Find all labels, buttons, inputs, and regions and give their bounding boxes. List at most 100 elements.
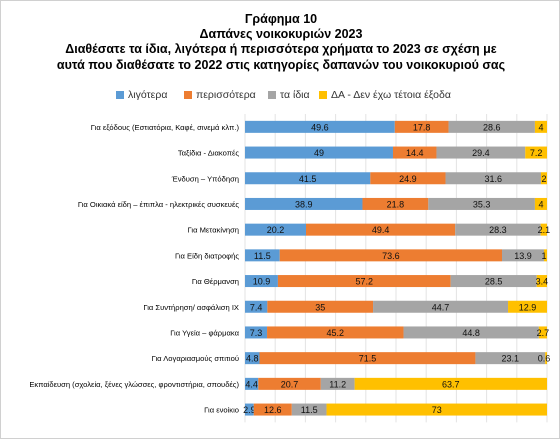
bar-segment-na xyxy=(540,172,547,185)
bar-segment-more xyxy=(306,223,456,236)
bar-segment-same xyxy=(428,197,535,210)
bar-segment-same xyxy=(320,377,355,390)
data-label-more: 49.4 xyxy=(372,225,390,235)
bar-segment-more xyxy=(267,326,404,339)
bar-segment-less xyxy=(245,249,280,262)
data-label-more: 12.6 xyxy=(264,405,282,415)
chart-legend: λιγότερα περισσότερα τα ίδια ΔΑ - Δεν έχ… xyxy=(1,89,560,103)
bar-segment-less xyxy=(245,146,393,159)
bar-segment-more xyxy=(259,352,476,365)
data-label-same: 31.6 xyxy=(484,174,502,184)
data-label-same: 44.8 xyxy=(462,328,480,338)
bar-segment-less xyxy=(245,120,395,133)
bar-segment-more xyxy=(258,377,321,390)
data-label-less: 41.5 xyxy=(299,174,317,184)
data-label-more: 20.7 xyxy=(281,379,299,389)
bar-segment-less xyxy=(245,223,307,236)
category-label: Για Οικιακά είδη – έπιπλα - ηλεκτρικές σ… xyxy=(78,200,239,209)
bar-segment-same xyxy=(291,403,327,416)
bar-segment-na xyxy=(543,249,547,262)
data-label-more: 24.9 xyxy=(399,174,417,184)
bar-segment-less xyxy=(245,377,259,390)
data-label-less: 49 xyxy=(314,148,324,158)
bar-segment-na xyxy=(538,326,547,339)
bar-segment-same xyxy=(403,326,539,339)
data-label-same: 11.2 xyxy=(329,379,346,389)
data-label-na: 12.9 xyxy=(519,302,537,312)
data-label-same: 35.3 xyxy=(473,199,491,209)
category-label: Ταξίδια - Διακοπές xyxy=(178,149,240,158)
category-label: Για ενοίκιο xyxy=(204,406,239,415)
data-label-na: 1 xyxy=(541,251,546,261)
data-label-same: 23.1 xyxy=(502,354,520,364)
category-label: Για Υγεία – φάρμακα xyxy=(170,328,239,337)
data-label-na: 7.2 xyxy=(530,148,543,158)
data-label-same: 28.5 xyxy=(485,277,503,287)
data-label-less: 38.9 xyxy=(295,199,313,209)
data-label-more: 14.4 xyxy=(406,148,424,158)
data-label-same: 11.5 xyxy=(301,405,318,415)
category-label: Για εξόδους (Εστιατόρια, Καφέ, σινεμά κλ… xyxy=(91,123,240,132)
legend-swatch-na xyxy=(319,91,327,99)
bar-segment-na xyxy=(534,120,547,133)
bar-segment-same xyxy=(502,249,544,262)
data-label-more: 21.8 xyxy=(387,199,405,209)
bar-segment-less xyxy=(245,326,268,339)
category-label: Για Μετακίνηση xyxy=(188,226,239,235)
bar-segment-less xyxy=(245,197,363,210)
bar-segment-na xyxy=(545,352,547,365)
legend-item-more: περισσότερα xyxy=(184,89,256,101)
data-label-less: 11.5 xyxy=(254,251,271,261)
data-label-na: 2.7 xyxy=(537,328,550,338)
data-label-na: 63.7 xyxy=(442,379,460,389)
data-label-same: 28.3 xyxy=(489,225,507,235)
bar-segment-more xyxy=(267,300,374,313)
legend-label-less: λιγότερα xyxy=(128,89,168,101)
bar-segment-same xyxy=(436,146,526,159)
data-label-na: 4 xyxy=(538,199,543,209)
data-label-more: 57.2 xyxy=(356,277,374,287)
chart-question-line-1: Διαθέσατε τα ίδια, λιγότερα ή περισσότερ… xyxy=(65,42,497,56)
legend-swatch-more xyxy=(184,91,192,99)
category-label: Για Είδη διατροφής xyxy=(175,251,239,260)
data-label-na: 2 xyxy=(541,174,546,184)
data-label-na: 3.4 xyxy=(536,277,549,287)
bar-segment-less xyxy=(245,300,268,313)
category-label: Ένδυση – Υπόδηση xyxy=(171,174,239,183)
bar-segment-same xyxy=(445,172,541,185)
bar-segment-more xyxy=(394,120,449,133)
category-label: Εκπαίδευση (σχολεία, ξένες γλώσσες, φρον… xyxy=(29,380,239,389)
data-label-na: 0.6 xyxy=(538,354,551,364)
bar-segment-less xyxy=(245,275,278,288)
data-label-same: 29.4 xyxy=(472,148,490,158)
bar-segment-less xyxy=(245,172,371,185)
bar-segment-more xyxy=(277,275,451,288)
data-label-same: 28.6 xyxy=(483,122,501,132)
category-label: Για Λογαριασμούς σπιτιού xyxy=(152,354,239,363)
data-label-less: 10.9 xyxy=(253,277,271,287)
bar-segment-na xyxy=(326,403,547,416)
data-label-more: 73.6 xyxy=(382,251,400,261)
bar-segment-more xyxy=(279,249,503,262)
bar-segment-na xyxy=(508,300,547,313)
bar-segment-less xyxy=(245,403,254,416)
legend-item-same: τα ίδια xyxy=(268,89,310,101)
data-label-more: 45.2 xyxy=(327,328,345,338)
data-label-same: 13.9 xyxy=(514,251,532,261)
legend-label-more: περισσότερα xyxy=(196,89,256,101)
legend-swatch-same xyxy=(268,91,276,99)
data-label-less: 4.8 xyxy=(246,354,259,364)
data-label-na: 2.1 xyxy=(538,225,551,235)
bar-segment-na xyxy=(525,146,547,159)
bar-segment-same xyxy=(475,352,546,365)
legend-label-na: ΔΑ - Δεν έχω τέτοια έξοδα xyxy=(331,89,451,101)
chart-title: Γράφημα 10 xyxy=(244,12,318,26)
category-label: Για Συντήρηση/ ασφάλιση IX xyxy=(143,303,239,312)
data-label-na: 73 xyxy=(432,405,442,415)
bar-segment-more xyxy=(362,197,429,210)
legend-item-less: λιγότερα xyxy=(116,89,167,101)
data-label-more: 35 xyxy=(315,302,325,312)
bar-segment-same xyxy=(373,300,509,313)
bar-segment-same xyxy=(450,275,537,288)
